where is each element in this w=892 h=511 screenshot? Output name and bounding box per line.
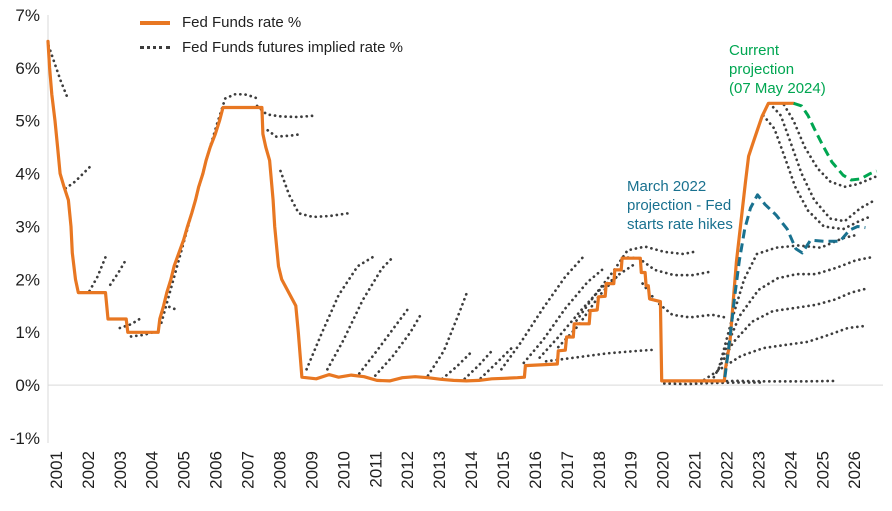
futures-implied-rate-line bbox=[641, 282, 727, 319]
futures-implied-rate-line bbox=[160, 92, 261, 325]
y-tick-label: 1% bbox=[15, 323, 40, 342]
x-tick-label: 2002 bbox=[79, 451, 98, 489]
x-tick-label: 2001 bbox=[47, 451, 66, 489]
chart-legend: Fed Funds rate % Fed Funds futures impli… bbox=[140, 10, 403, 60]
y-tick-label: 4% bbox=[15, 165, 40, 184]
futures-implied-rate-line bbox=[279, 169, 350, 219]
x-tick-label: 2003 bbox=[111, 451, 130, 489]
x-tick-label: 2018 bbox=[590, 451, 609, 489]
futures-implied-rate-line bbox=[712, 287, 867, 379]
solid-line-swatch-icon bbox=[140, 20, 170, 25]
x-tick-label: 2019 bbox=[622, 451, 641, 489]
x-tick-label: 2020 bbox=[654, 451, 673, 489]
dotted-line-swatch-icon bbox=[140, 46, 170, 49]
futures-implied-rate-line bbox=[761, 114, 874, 231]
march-2022-projection-line bbox=[723, 193, 866, 378]
x-tick-label: 2011 bbox=[366, 451, 385, 488]
futures-implied-rate-line bbox=[266, 128, 304, 138]
x-tick-label: 2010 bbox=[334, 451, 353, 489]
annotation-current-projection: Current projection (07 May 2024) bbox=[729, 42, 826, 97]
legend-label-actual: Fed Funds rate % bbox=[182, 14, 302, 31]
futures-implied-rate-line bbox=[305, 254, 377, 371]
fed-funds-rate-line bbox=[46, 39, 796, 383]
futures-implied-rate-line bbox=[255, 104, 318, 119]
futures-implied-rate-line bbox=[108, 259, 127, 287]
x-tick-label: 2013 bbox=[430, 451, 449, 489]
futures-implied-rate-line bbox=[538, 273, 621, 359]
y-tick-label: 2% bbox=[15, 270, 40, 289]
futures-implied-rate-line bbox=[373, 310, 424, 377]
legend-label-futures: Fed Funds futures implied rate % bbox=[182, 39, 403, 56]
x-tick-label: 2024 bbox=[781, 451, 800, 489]
x-tick-label: 2012 bbox=[398, 451, 417, 489]
x-tick-label: 2005 bbox=[175, 451, 194, 489]
current-projection-line bbox=[793, 101, 878, 182]
futures-implied-rate-line bbox=[717, 233, 861, 371]
x-tick-label: 2016 bbox=[526, 451, 545, 489]
y-tick-label: 0% bbox=[15, 376, 40, 395]
futures-implied-rate-line bbox=[426, 292, 468, 377]
futures-implied-rate-line bbox=[463, 347, 495, 381]
futures-implied-rate-line bbox=[782, 103, 878, 189]
x-tick-label: 2008 bbox=[270, 451, 289, 489]
x-tick-label: 2007 bbox=[239, 451, 258, 489]
futures-implied-rate-line bbox=[118, 316, 144, 330]
x-tick-label: 2009 bbox=[302, 451, 321, 489]
x-tick-label: 2023 bbox=[749, 451, 768, 489]
x-tick-label: 2006 bbox=[207, 451, 226, 489]
futures-implied-rate-line bbox=[522, 268, 604, 365]
futures-implied-rate-line bbox=[64, 164, 93, 190]
legend-item-futures: Fed Funds futures implied rate % bbox=[140, 35, 403, 60]
futures-implied-rate-line bbox=[575, 245, 698, 322]
futures-implied-rate-line bbox=[702, 324, 867, 382]
futures-implied-rate-line bbox=[479, 345, 514, 380]
x-tick-label: 2025 bbox=[813, 451, 832, 489]
x-tick-label: 2017 bbox=[558, 451, 577, 489]
futures-implied-rate-line bbox=[621, 255, 711, 277]
x-tick-label: 2026 bbox=[845, 451, 864, 489]
futures-implied-rate-line bbox=[167, 305, 179, 312]
x-tick-label: 2004 bbox=[143, 451, 162, 489]
futures-implied-rate-line bbox=[88, 255, 107, 293]
legend-item-actual: Fed Funds rate % bbox=[140, 10, 403, 35]
futures-implied-rate-line bbox=[326, 255, 395, 371]
x-tick-label: 2015 bbox=[494, 451, 513, 489]
futures-implied-rate-line bbox=[440, 350, 473, 381]
y-tick-label: 6% bbox=[15, 59, 40, 78]
futures-implied-rate-line bbox=[720, 255, 874, 361]
x-tick-label: 2021 bbox=[686, 451, 705, 489]
futures-implied-rate-line bbox=[556, 263, 636, 349]
futures-implied-rate-line bbox=[47, 44, 69, 99]
y-tick-label: -1% bbox=[10, 429, 40, 448]
y-tick-label: 5% bbox=[15, 112, 40, 131]
y-tick-label: 3% bbox=[15, 217, 40, 236]
futures-implied-rate-line bbox=[500, 254, 586, 371]
annotation-march-2022-projection: March 2022 projection - Fed starts rate … bbox=[627, 178, 733, 233]
y-tick-label: 7% bbox=[15, 6, 40, 25]
futures-implied-rate-line bbox=[357, 308, 409, 375]
x-tick-label: 2014 bbox=[462, 451, 481, 489]
x-tick-label: 2022 bbox=[718, 451, 737, 489]
futures-implied-rate-line bbox=[662, 381, 762, 386]
futures-implied-rate-line bbox=[768, 101, 877, 223]
